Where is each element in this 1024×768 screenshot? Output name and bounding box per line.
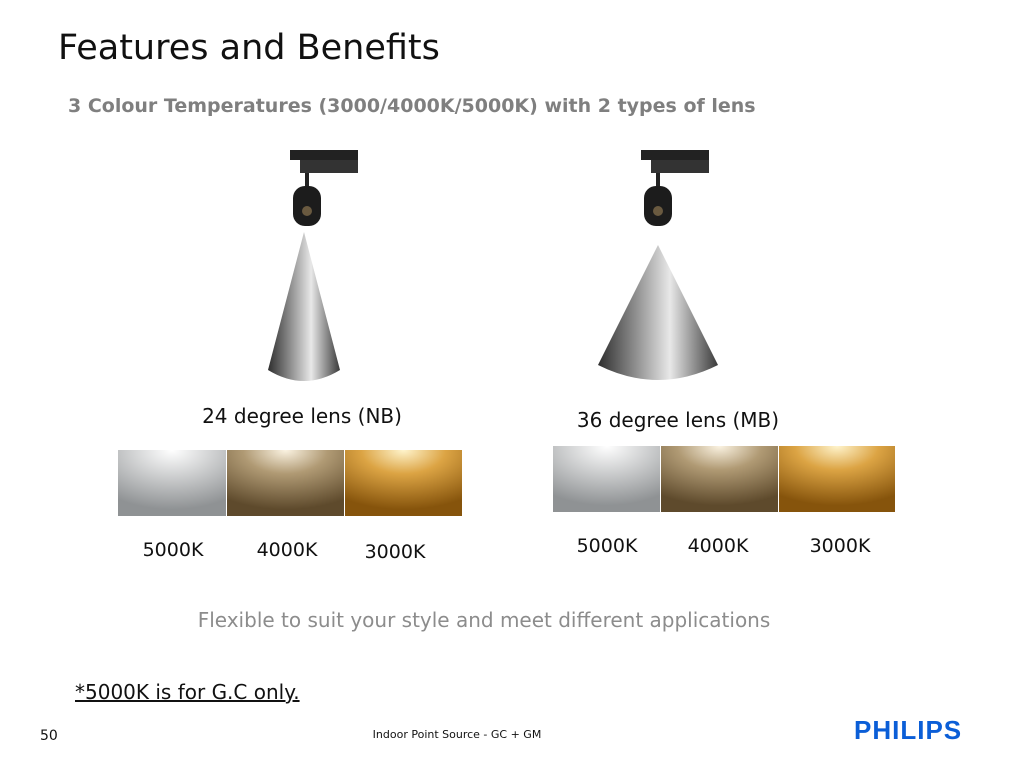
lamp [290, 150, 358, 226]
swatches [118, 446, 895, 516]
temp-label: 5000K [142, 539, 204, 561]
beam-cone [268, 232, 340, 381]
subtitle: 3 Colour Temperatures (3000/4000K/5000K)… [68, 95, 756, 117]
temp-label: 3000K [364, 541, 426, 563]
note: *5000K is for G.C only. [75, 680, 300, 704]
brand-logo: PHILIPS [854, 715, 963, 745]
page-number: 50 [40, 728, 58, 744]
title: Features and Benefits [58, 28, 440, 68]
lens-label: 36 degree lens (MB) [576, 408, 780, 432]
tagline: Flexible to suit your style and meet dif… [197, 608, 771, 632]
lamp [641, 150, 709, 226]
lens-label: 24 degree lens (NB) [202, 404, 402, 428]
beam-cone [598, 245, 718, 380]
temp-label: 3000K [809, 535, 871, 557]
footer-text: Indoor Point Source - GC + GM [372, 728, 542, 741]
temp-label: 4000K [256, 539, 318, 561]
temp-label: 4000K [687, 535, 749, 557]
temp-label: 5000K [576, 535, 638, 557]
